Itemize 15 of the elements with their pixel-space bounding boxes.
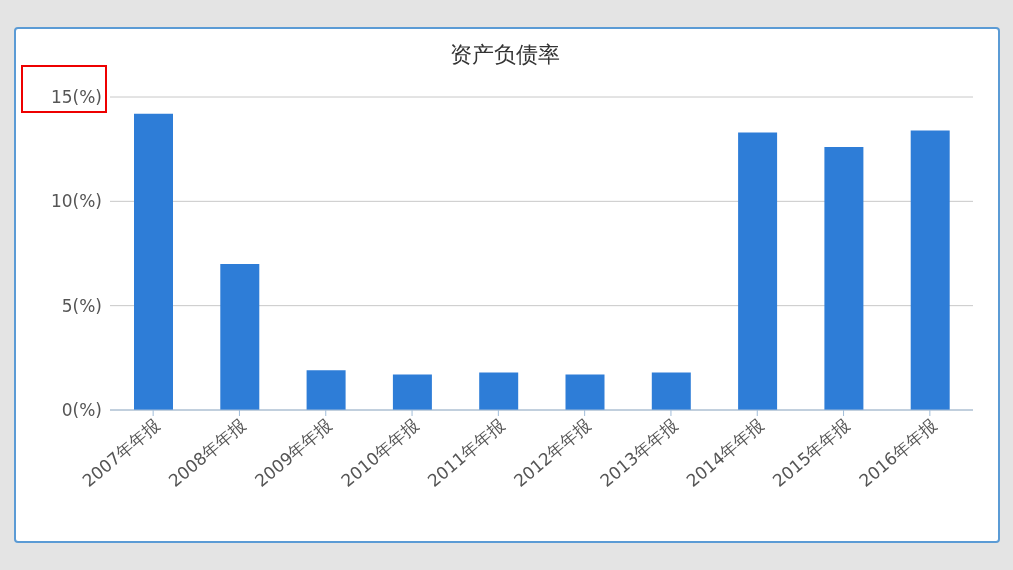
bar <box>220 263 260 410</box>
bar <box>392 374 432 410</box>
y-tick-label: 15(%) <box>50 87 102 108</box>
y-tick-label: 10(%) <box>50 191 102 212</box>
bar <box>565 374 605 410</box>
bar <box>910 130 950 410</box>
bar <box>134 113 173 410</box>
bar <box>479 372 519 410</box>
bar <box>738 132 778 410</box>
bar <box>824 147 864 410</box>
y-tick-label: 5(%) <box>61 295 102 316</box>
bar <box>651 372 691 410</box>
y-tick-label: 0(%) <box>61 400 102 421</box>
chart-title: 资产负债率 <box>449 41 561 69</box>
bar <box>306 370 346 410</box>
